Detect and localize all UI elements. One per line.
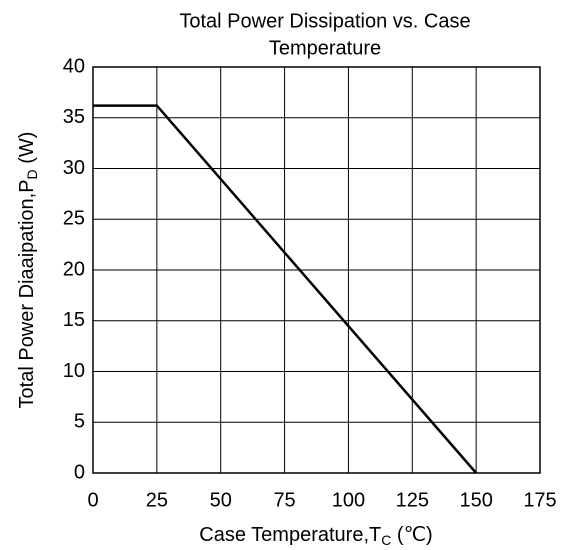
x-tick-label: 75 xyxy=(273,489,295,511)
x-tick-label: 100 xyxy=(332,489,365,511)
y-tick-label: 40 xyxy=(63,55,85,77)
y-tick-label: 20 xyxy=(63,258,85,280)
plot-frame xyxy=(92,66,541,474)
x-tick-label: 50 xyxy=(210,489,232,511)
y-tick-label: 35 xyxy=(63,106,85,128)
y-tick-label: 0 xyxy=(74,461,85,483)
y-tick-label: 15 xyxy=(63,309,85,331)
chart-title: Total Power Dissipation vs. Case xyxy=(179,10,470,32)
y-axis-label: Total Power Diaaipation,PD (W) xyxy=(16,132,39,409)
y-tick-label: 25 xyxy=(63,208,85,230)
x-tick-label: 25 xyxy=(146,489,168,511)
x-axis-label-suffix: (℃) xyxy=(391,524,432,546)
y-axis-label-suffix: (W) xyxy=(16,132,38,170)
x-tick-label: 0 xyxy=(87,489,98,511)
y-axis-label-text: Total Power Diaaipation,P xyxy=(16,179,38,408)
y-tick-label: 5 xyxy=(74,411,85,433)
y-axis-label-sub: D xyxy=(24,169,40,179)
data-line xyxy=(93,104,478,474)
x-tick-label: 125 xyxy=(396,489,429,511)
x-axis-label-text: Case Temperature,T xyxy=(199,524,381,546)
y-tick-label: 30 xyxy=(63,157,85,179)
x-tick-label: 175 xyxy=(523,489,556,511)
x-axis-label-sub: C xyxy=(381,532,391,548)
x-tick-label: 150 xyxy=(459,489,492,511)
chart-title: Temperature xyxy=(269,37,381,59)
y-tick-label: 10 xyxy=(63,360,85,382)
x-axis-label: Case Temperature,TC (℃) xyxy=(199,524,432,547)
